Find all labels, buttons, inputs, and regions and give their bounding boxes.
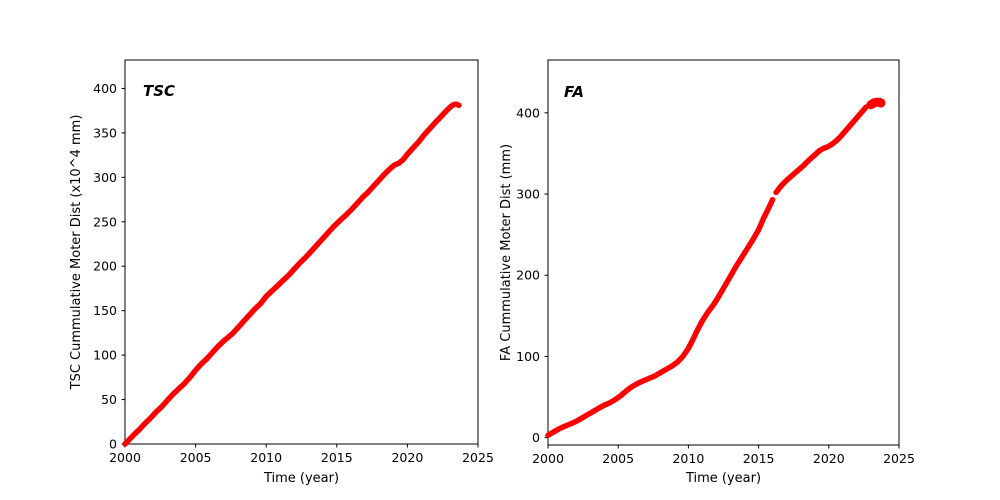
tsc-chart: 2000 2005 2010 2015 2020 2025 0 50 100 150 200 250 3… (69, 59, 494, 486)
y-tick-label: 0 (532, 430, 540, 445)
y-tick-label: 400 (93, 81, 117, 96)
y-tick-label: 250 (93, 214, 117, 229)
y-axis-label: FA Cummulative Moter Dist (mm) (499, 144, 514, 361)
y-tick-label: 300 (93, 170, 117, 185)
x-tick-label: 2020 (813, 451, 845, 466)
x-tick-label: 2020 (391, 450, 423, 465)
y-tick-label: 400 (516, 105, 540, 120)
x-axis-label: Time (year) (685, 471, 761, 486)
y-tick-label: 100 (516, 349, 540, 364)
axes-spines (124, 59, 479, 445)
x-tick-label: 2010 (672, 451, 704, 466)
y-tick-label: 200 (93, 259, 117, 274)
x-tick-label: 2005 (180, 450, 212, 465)
y-tick-label: 50 (101, 392, 117, 407)
fa-chart: 2000 2005 2010 2015 2020 2025 0 100 200 300 400 Tim… (499, 59, 915, 486)
panel-title: TSC (143, 82, 175, 100)
x-tick-label: 2000 (109, 450, 141, 465)
y-tick-label: 0 (109, 437, 117, 452)
fa-series-1 (545, 196, 776, 439)
tsc-series-1 (122, 101, 462, 447)
x-tick-label: 2000 (532, 451, 564, 466)
fa-series-3 (866, 97, 886, 110)
y-tick-label: 150 (93, 303, 117, 318)
x-tick-label: 2005 (602, 451, 634, 466)
y-axis-label: TSC Cummulative Moter Dist (x10^4 mm) (69, 115, 84, 391)
y-tick-label: 200 (516, 268, 540, 283)
x-tick-label: 2025 (462, 450, 494, 465)
x-tick-label: 2015 (321, 450, 353, 465)
x-tick-label: 2025 (883, 451, 915, 466)
fa-series-2 (773, 104, 869, 196)
axes-spines (547, 59, 900, 446)
x-tick-label: 2010 (250, 450, 282, 465)
x-tick-label: 2015 (743, 451, 775, 466)
y-tick-label: 300 (516, 187, 540, 202)
panel-title: FA (564, 83, 584, 101)
y-tick-label: 100 (93, 348, 117, 363)
x-axis-label: Time (year) (263, 471, 339, 486)
y-tick-label: 350 (93, 125, 117, 140)
